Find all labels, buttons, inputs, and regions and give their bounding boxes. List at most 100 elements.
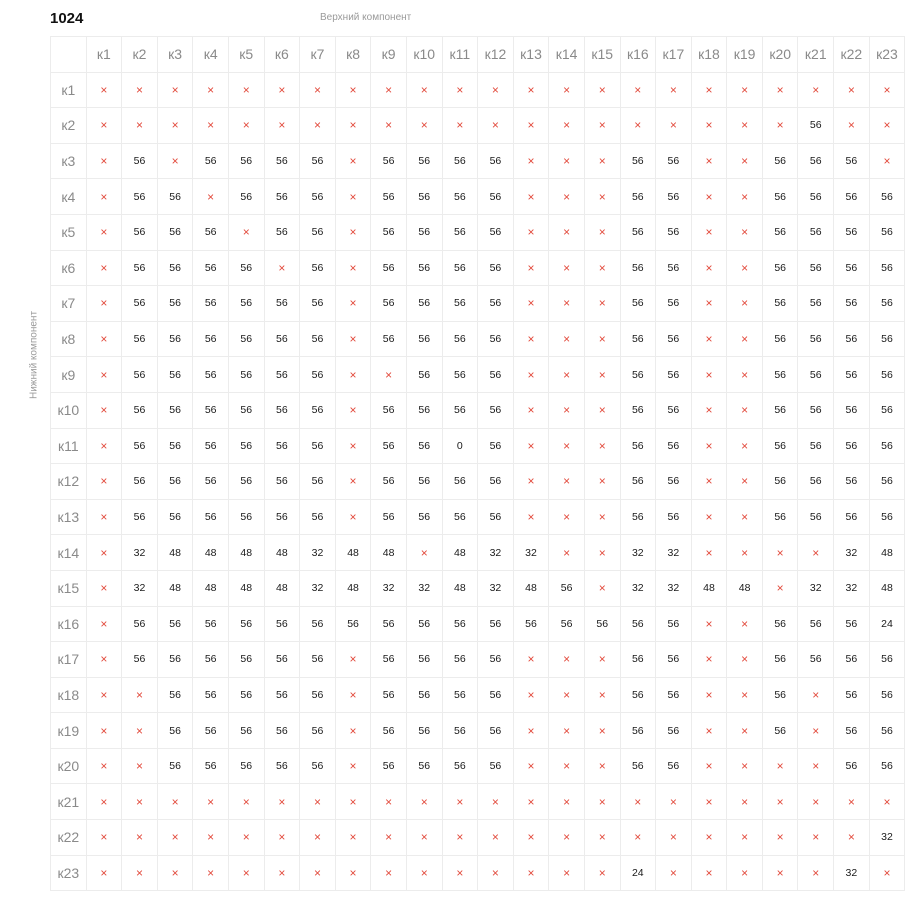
value-cell: 56 xyxy=(477,320,514,358)
column-header: к4 xyxy=(192,36,229,73)
value-cell: 32 xyxy=(619,569,657,607)
value-cell: 56 xyxy=(299,676,336,714)
cross-cell: × xyxy=(227,71,265,109)
matrix-row: к11 × 56 56 56 56 56 56 × 56 56 0 56 × × × 56 56 × × 56 56 56 5… xyxy=(50,427,906,465)
value-cell: 56 xyxy=(227,712,265,749)
cross-cell: × xyxy=(512,427,550,465)
cross-cell: × xyxy=(583,783,621,821)
cross-cell: × xyxy=(583,676,621,714)
matrix-body: к1 × × × × × × × × × × × × × × × × × × × × × × × к2 × × × × × × × × × × × × ×… xyxy=(50,71,906,892)
cross-cell: × xyxy=(405,854,443,892)
cross-cell: × xyxy=(441,854,479,892)
value-cell: 56 xyxy=(227,605,265,643)
cross-cell: × xyxy=(761,783,799,821)
column-header: к2 xyxy=(121,36,158,73)
cross-cell: × xyxy=(548,534,585,571)
cross-cell: × xyxy=(655,854,692,892)
value-cell: 56 xyxy=(833,356,870,393)
cross-cell: × xyxy=(192,107,229,144)
value-cell: 56 xyxy=(370,712,407,749)
cross-cell: × xyxy=(583,178,621,215)
value-cell: 56 xyxy=(477,249,514,287)
value-cell: 56 xyxy=(192,320,229,358)
cross-cell: × xyxy=(85,71,123,109)
cross-cell: × xyxy=(690,213,728,251)
value-cell: 56 xyxy=(405,391,443,429)
value-cell: 56 xyxy=(405,605,443,643)
cross-cell: × xyxy=(512,320,550,358)
value-cell: 56 xyxy=(797,142,835,180)
value-cell: 56 xyxy=(405,676,443,714)
value-cell: 56 xyxy=(655,605,692,643)
value-cell: 56 xyxy=(583,605,621,643)
value-cell: 56 xyxy=(477,747,514,785)
row-header: к12 xyxy=(50,463,87,500)
matrix-row: к14 × 32 48 48 48 48 32 48 48 × 48 32 32 × × 32 32 × × × × 32 4… xyxy=(50,534,906,571)
row-header: к16 xyxy=(50,605,87,643)
cross-cell: × xyxy=(797,676,835,714)
cross-cell: × xyxy=(477,854,514,892)
cross-cell: × xyxy=(192,178,229,215)
row-header: к13 xyxy=(50,498,87,536)
row-header: к3 xyxy=(50,142,87,180)
value-cell: 56 xyxy=(192,213,229,251)
value-cell: 56 xyxy=(405,249,443,287)
cross-cell: × xyxy=(192,854,229,892)
cross-cell: × xyxy=(583,854,621,892)
cross-cell: × xyxy=(726,142,763,180)
value-cell: 56 xyxy=(868,747,906,785)
cross-cell: × xyxy=(370,107,407,144)
value-cell: 56 xyxy=(619,285,657,322)
cross-cell: × xyxy=(512,463,550,500)
column-header: к10 xyxy=(405,36,443,73)
value-cell: 56 xyxy=(761,605,799,643)
value-cell: 56 xyxy=(263,320,301,358)
cross-cell: × xyxy=(85,213,123,251)
cross-cell: × xyxy=(548,213,585,251)
left-axis-label: Нижний компонент xyxy=(28,310,40,400)
column-header: к23 xyxy=(868,36,906,73)
cross-cell: × xyxy=(334,641,372,678)
value-cell: 56 xyxy=(655,142,692,180)
cross-cell: × xyxy=(583,819,621,856)
cross-cell: × xyxy=(726,641,763,678)
value-cell: 56 xyxy=(227,178,265,215)
value-cell: 56 xyxy=(192,249,229,287)
column-header: к3 xyxy=(156,36,194,73)
value-cell: 56 xyxy=(299,320,336,358)
cross-cell: × xyxy=(334,142,372,180)
value-cell: 56 xyxy=(156,498,194,536)
value-cell: 56 xyxy=(761,142,799,180)
cross-cell: × xyxy=(192,819,229,856)
value-cell: 32 xyxy=(619,534,657,571)
value-cell: 56 xyxy=(121,498,158,536)
cross-cell: × xyxy=(690,498,728,536)
value-cell: 56 xyxy=(263,605,301,643)
row-header: к18 xyxy=(50,676,87,714)
value-cell: 56 xyxy=(263,178,301,215)
cross-cell: × xyxy=(833,107,870,144)
row-header: к5 xyxy=(50,213,87,251)
cross-cell: × xyxy=(726,534,763,571)
cross-cell: × xyxy=(690,534,728,571)
value-cell: 56 xyxy=(121,356,158,393)
cross-cell: × xyxy=(192,71,229,109)
cross-cell: × xyxy=(370,819,407,856)
value-cell: 56 xyxy=(299,747,336,785)
cross-cell: × xyxy=(299,107,336,144)
matrix-row: к16 × 56 56 56 56 56 56 56 56 56 56 56 56 56 56 56 56 × × 56… xyxy=(50,605,906,643)
value-cell: 48 xyxy=(512,569,550,607)
value-cell: 56 xyxy=(655,249,692,287)
cross-cell: × xyxy=(227,854,265,892)
cross-cell: × xyxy=(761,71,799,109)
value-cell: 48 xyxy=(441,534,479,571)
cross-cell: × xyxy=(477,819,514,856)
cross-cell: × xyxy=(548,356,585,393)
cross-cell: × xyxy=(690,676,728,714)
cross-cell: × xyxy=(85,498,123,536)
cross-cell: × xyxy=(512,783,550,821)
value-cell: 32 xyxy=(655,534,692,571)
value-cell: 56 xyxy=(334,605,372,643)
value-cell: 56 xyxy=(655,391,692,429)
cross-cell: × xyxy=(655,107,692,144)
